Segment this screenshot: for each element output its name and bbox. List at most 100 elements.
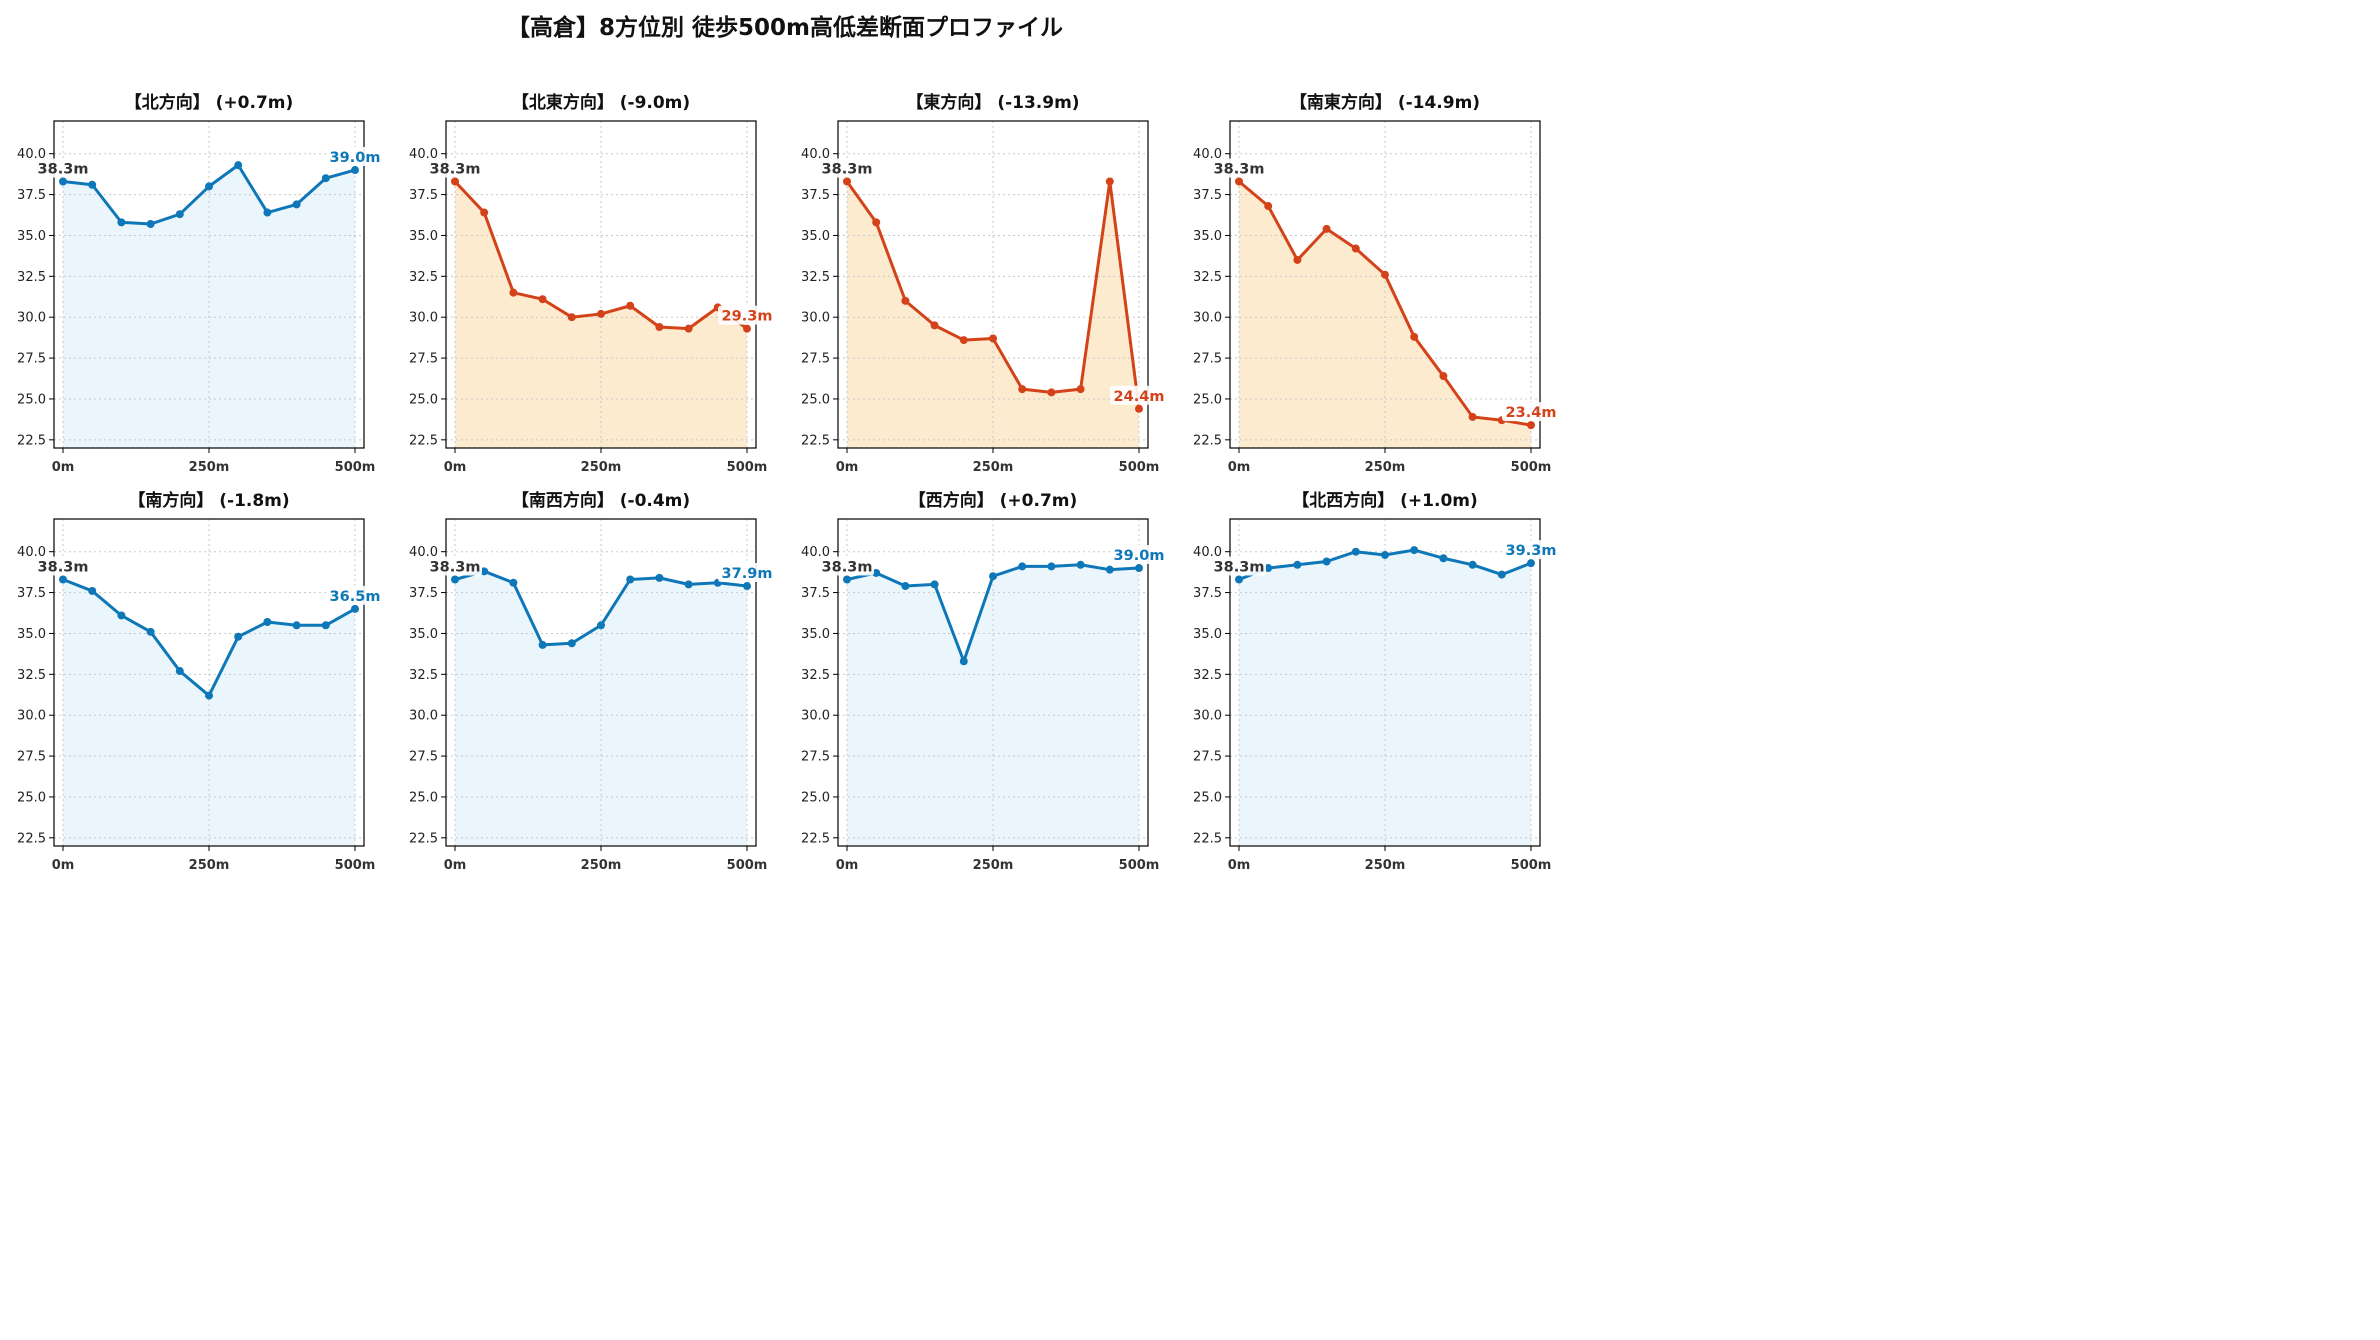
y-tick-label: 35.0 <box>801 229 830 244</box>
elevation-point <box>743 582 751 591</box>
elevation-point <box>88 586 97 595</box>
elevation-area <box>63 579 355 846</box>
elevation-point <box>1322 224 1331 233</box>
y-tick-label: 32.5 <box>1193 270 1222 285</box>
y-tick-label: 32.5 <box>17 668 46 683</box>
elevation-point <box>901 296 910 305</box>
start-label-bg <box>1212 158 1266 178</box>
y-tick-label: 22.5 <box>1193 433 1222 448</box>
y-tick-label: 40.0 <box>801 147 830 162</box>
y-tick-label: 27.5 <box>801 750 830 765</box>
elevation-point <box>1381 550 1389 559</box>
elevation-point <box>59 177 67 186</box>
end-label: 39.0m <box>330 150 381 166</box>
plot-frame <box>837 120 1149 449</box>
elevation-point <box>1047 562 1056 571</box>
direction-chart: 【東方向】 (-13.9m) 22.5 25.0 27.5 30.0 32.5 35.0 37… <box>801 92 1168 475</box>
x-tick-label: 500m <box>727 460 768 475</box>
elevation-point <box>1497 570 1506 579</box>
elevation-point <box>1018 562 1027 571</box>
elevation-point <box>1439 554 1448 563</box>
elevation-point <box>567 313 576 322</box>
y-tick-label: 22.5 <box>801 831 830 846</box>
start-label: 38.3m <box>38 161 89 177</box>
chart-title: 【北東方向】 (-9.0m) <box>512 92 690 113</box>
x-tick-label: 250m <box>973 858 1014 873</box>
y-tick-label: 35.0 <box>17 627 46 642</box>
y-tick-label: 25.0 <box>1193 790 1222 805</box>
elevation-point <box>1381 270 1389 279</box>
y-tick-label: 27.5 <box>17 352 46 367</box>
y-tick-label: 30.0 <box>1193 709 1222 724</box>
end-label: 23.4m <box>1506 405 1557 421</box>
elevation-point <box>1235 177 1243 186</box>
direction-chart: 【北方向】 (+0.7m) 22.5 25.0 27.5 30.0 32.5 35.0 37.… <box>17 92 384 475</box>
direction-chart: 【南東方向】 (-14.9m) 22.5 25.0 27.5 30.0 32.5 35.0 3… <box>1193 92 1560 475</box>
start-label: 38.3m <box>38 559 89 575</box>
elevation-point <box>1076 560 1085 569</box>
y-tick-label: 40.0 <box>409 147 438 162</box>
elevation-point <box>321 621 330 630</box>
x-tick-label: 500m <box>727 858 768 873</box>
y-tick-label: 37.5 <box>409 188 438 203</box>
elevation-point <box>1135 404 1143 413</box>
elevation-point <box>597 621 605 630</box>
elevation-point <box>901 582 910 591</box>
elevation-point <box>684 324 693 333</box>
elevation-point <box>843 177 851 186</box>
direction-chart: 【南方向】 (-1.8m) 22.5 25.0 27.5 30.0 32.5 35.0 37.… <box>17 490 384 873</box>
x-tick-label: 250m <box>189 858 230 873</box>
y-tick-label: 30.0 <box>17 311 46 326</box>
elevation-point <box>205 182 213 191</box>
elevation-point <box>321 174 330 183</box>
elevation-point <box>1293 255 1302 264</box>
y-tick-label: 22.5 <box>409 433 438 448</box>
x-tick-label: 250m <box>973 460 1014 475</box>
elevation-point <box>234 632 243 641</box>
plot-frame <box>1229 518 1541 847</box>
elevation-point <box>480 208 489 217</box>
y-tick-label: 27.5 <box>409 352 438 367</box>
y-tick-label: 37.5 <box>17 188 46 203</box>
elevation-point <box>1322 557 1331 566</box>
plot-frame <box>53 518 365 847</box>
y-tick-label: 32.5 <box>17 270 46 285</box>
elevation-area <box>455 571 747 846</box>
y-tick-label: 25.0 <box>801 790 830 805</box>
start-label-bg <box>820 158 874 178</box>
end-label: 39.0m <box>1114 548 1165 564</box>
y-tick-label: 22.5 <box>409 831 438 846</box>
y-tick-label: 32.5 <box>409 668 438 683</box>
y-tick-label: 40.0 <box>17 147 46 162</box>
elevation-point <box>263 208 272 217</box>
end-label-bg <box>1110 385 1168 405</box>
elevation-point <box>655 323 664 332</box>
y-tick-label: 37.5 <box>801 586 830 601</box>
chart-title: 【北西方向】 (+1.0m) <box>1292 490 1478 511</box>
direction-chart: 【北西方向】 (+1.0m) 22.5 25.0 27.5 30.0 32.5 35.0 37… <box>1193 490 1560 873</box>
y-tick-label: 37.5 <box>409 586 438 601</box>
elevation-point <box>146 627 155 636</box>
chart-title: 【東方向】 (-13.9m) <box>906 92 1079 113</box>
elevation-point <box>1410 546 1419 555</box>
elevation-point <box>684 580 693 589</box>
end-label-bg <box>1502 540 1560 560</box>
start-label-bg <box>36 158 90 178</box>
y-tick-label: 40.0 <box>801 545 830 560</box>
elevation-point <box>88 180 97 189</box>
y-tick-label: 37.5 <box>1193 188 1222 203</box>
start-label-bg <box>820 556 874 576</box>
start-label-bg <box>428 158 482 178</box>
y-tick-label: 32.5 <box>801 668 830 683</box>
x-tick-label: 500m <box>335 460 376 475</box>
elevation-point <box>1527 421 1535 430</box>
y-tick-label: 22.5 <box>17 433 46 448</box>
plot-frame <box>1229 120 1541 449</box>
elevation-point <box>743 324 751 333</box>
y-tick-label: 22.5 <box>801 433 830 448</box>
y-tick-label: 37.5 <box>801 188 830 203</box>
end-label: 39.3m <box>1506 543 1557 559</box>
elevation-point <box>626 575 635 584</box>
y-tick-label: 25.0 <box>801 392 830 407</box>
x-tick-label: 0m <box>836 858 859 873</box>
